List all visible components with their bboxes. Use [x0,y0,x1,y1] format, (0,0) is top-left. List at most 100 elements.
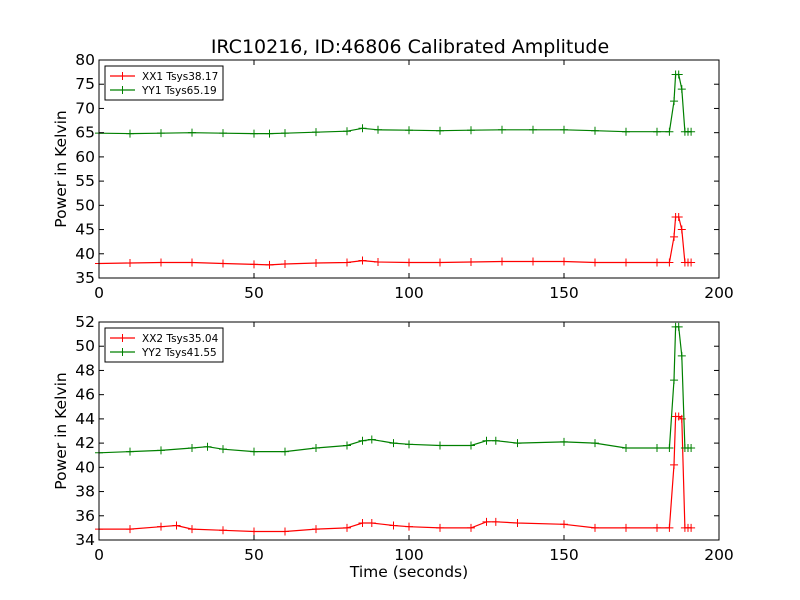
bottom-series-1-point-18 [513,439,522,448]
top-series-0-point-8 [312,258,320,267]
top-ytick-label: 35 [75,269,95,287]
top-series-0-point-13 [436,258,444,267]
top-series-0-point-16 [529,257,537,266]
bottom-legend-marker-1 [118,348,127,356]
bottom-series-0-point-18 [513,519,522,528]
top-series-0-point-2 [157,258,165,267]
bottom-xtick-label: 150 [549,546,579,564]
top-ytick-label: 60 [75,148,95,166]
top-series-1-point-10 [358,124,367,133]
bottom-series-0-point-13 [405,522,413,531]
bottom-series-1-point-15 [467,441,475,450]
top-series-1-point-6 [265,129,274,138]
bottom-ytick-label: 40 [75,458,95,476]
bottom-series-0-point-10 [358,519,367,528]
top-series-0-point-11 [374,258,382,267]
bottom-series-1-point-23 [665,443,674,452]
bottom-legend-box [104,327,224,363]
top-series-0-point-17 [560,257,568,266]
bottom-series-0-point-19 [560,520,568,529]
bottom-series-1-point-17 [491,436,500,445]
top-legend-label-0: XX1 Tsys38.17 [142,71,218,83]
top-chart-title: IRC10216, ID:46806 Calibrated Amplitude [211,36,609,58]
bottom-ytick-label: 34 [75,531,95,549]
bottom-xtick-label: 0 [94,546,104,564]
top-series-1-point-24 [674,70,683,79]
bottom-series-0-point-5 [219,526,227,535]
top-series-1-point-3 [188,128,196,137]
bottom-series-0-point-14 [436,523,444,532]
top-series-0-point-7 [281,259,289,268]
top-series-1-point-12 [405,126,413,135]
bottom-series-1-point-9 [343,441,351,450]
bottom-ytick-label: 46 [75,386,95,404]
bottom-series-1-point-8 [312,443,320,452]
bottom-series-0-point-15 [467,523,475,532]
top-series-1-point-19 [622,127,630,136]
top-series-0-point-15 [498,257,506,266]
top-legend-box [104,65,224,101]
bottom-series-0-point-22 [653,523,661,532]
bottom-series-1-point-6 [250,447,258,456]
top-series-1-point-28 [687,127,696,136]
top-series-1-point-17 [560,125,568,134]
bottom-series-1-point-20 [591,439,599,448]
top-series-1-point-7 [281,129,289,138]
top-series-1-point-18 [591,126,599,135]
bottom-x-axis-label: Time (seconds) [349,563,468,581]
top-ytick-label: 45 [75,221,95,239]
bottom-ytick-label: 36 [75,507,95,525]
bottom-series-0-point-23 [665,523,674,532]
top-xtick-label: 200 [704,284,734,302]
bottom-series-0-point-6 [250,527,258,536]
top-ytick-label: 55 [75,172,95,190]
bottom-series-0-point-20 [591,523,599,532]
top-series-1-point-14 [467,126,475,135]
top-chart: 0 50 100 150 200 35 40 45 50 55 60 65 70 75 80 Power in… [52,51,734,302]
top-series-1-point-4 [219,129,227,138]
bottom-series-0-point-11 [367,519,376,528]
top-series-1-point-20 [653,127,661,136]
bottom-series-1-point-13 [405,440,413,449]
top-series-0-point-24 [674,212,683,221]
top-legend-marker-0 [118,72,127,80]
bottom-series-0-point-30 [687,523,696,532]
top-legend-label-1: YY1 Tsys65.19 [141,85,217,97]
top-series-1-point-2 [157,129,165,138]
bottom-legend-label-1: YY2 Tsys41.55 [141,347,217,359]
bottom-xtick-label: 100 [394,546,424,564]
bottom-legend-label-0: XX2 Tsys35.04 [142,333,219,345]
bottom-series-1-point-22 [653,443,661,452]
bottom-series-1-point-30 [687,443,696,452]
top-series-0-point-3 [188,258,196,267]
bottom-series-1-point-10 [358,436,367,445]
bottom-series-1-point-14 [436,441,444,450]
top-series-0-point-4 [219,259,227,268]
bottom-ytick-label: 52 [75,313,95,331]
bottom-series-1-point-12 [389,439,398,448]
top-series-0-point-20 [653,258,661,267]
bottom-series-1-point-2 [157,446,165,455]
top-series-0-point-9 [343,258,351,267]
top-ytick-label: 75 [75,75,95,93]
top-legend-marker-1 [118,86,127,94]
bottom-series-1-point-4 [203,442,212,451]
bottom-ytick-label: 44 [75,410,95,428]
bottom-series-0-point-8 [312,525,320,534]
top-series-0-point-22 [670,232,679,241]
bottom-series-0-point-3 [172,521,181,530]
bottom-series-0-point-16 [482,517,491,526]
top-series-1-point-13 [436,126,444,135]
top-ytick-label: 40 [75,245,95,263]
top-ytick-label: 65 [75,124,95,142]
bottom-series-0-point-4 [188,525,196,534]
top-series-0-point-5 [250,260,258,269]
top-xtick-label: 50 [244,284,264,302]
bottom-series-0-point-12 [389,521,398,530]
bottom-xtick-label: 200 [704,546,734,564]
top-series-0-point-12 [405,258,413,267]
bottom-series-1-point-19 [560,437,568,446]
bottom-series-0-point-17 [491,517,500,526]
top-series-1-point-11 [374,125,382,134]
